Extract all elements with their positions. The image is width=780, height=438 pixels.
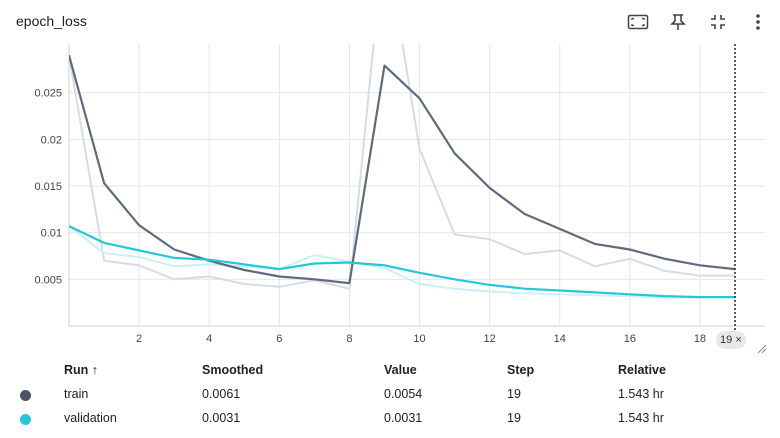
line-chart[interactable]: 0.005 0.01 0.015 0.02 0.025 2 4 6 8 10 12 14 16 18 — [0, 44, 780, 354]
x-axis-ticks: 2 4 6 8 10 12 14 16 18 — [136, 333, 706, 345]
series-lines — [69, 44, 736, 299]
run-color-dot — [20, 414, 31, 425]
relative-time: 1.543 hr — [618, 387, 664, 401]
step-value: 19 — [507, 387, 521, 401]
step-badge[interactable]: 19 × — [716, 331, 746, 349]
train-smoothed-line — [69, 55, 736, 285]
x-tick-label: 4 — [206, 333, 212, 345]
y-tick-label: 0.015 — [34, 181, 62, 193]
table-header-row: Run ↑ Smoothed Value Step Relative — [0, 360, 780, 382]
more-vert-icon — [756, 14, 760, 30]
col-run[interactable]: Run ↑ — [64, 363, 99, 377]
table-row[interactable]: validation 0.0031 0.0031 19 1.543 hr — [0, 408, 780, 430]
chart-title: epoch_loss — [16, 13, 87, 29]
raw-value: 0.0031 — [384, 411, 423, 425]
card-header: epoch_loss — [0, 0, 780, 44]
fullscreen-button[interactable] — [626, 10, 650, 34]
x-tick-label: 2 — [136, 333, 142, 345]
y-tick-label: 0.02 — [41, 134, 62, 146]
more-options-button[interactable] — [746, 10, 770, 34]
raw-value: 0.0054 — [384, 387, 423, 401]
col-smoothed[interactable]: Smoothed — [202, 363, 264, 377]
col-step[interactable]: Step — [507, 363, 535, 377]
run-name: train — [64, 387, 89, 401]
validation-smoothed-line — [69, 225, 735, 299]
smoothed-value: 0.0061 — [202, 387, 241, 401]
run-name: validation — [64, 411, 117, 425]
table-row[interactable]: train 0.0061 0.0054 19 1.543 hr — [0, 384, 780, 406]
col-relative[interactable]: Relative — [618, 363, 666, 377]
resize-handle-icon — [757, 344, 767, 354]
y-tick-label: 0.01 — [41, 228, 62, 240]
y-axis-ticks: 0.005 0.01 0.015 0.02 0.025 — [34, 88, 62, 287]
fit-domain-icon — [711, 15, 725, 29]
pin-button[interactable] — [666, 10, 690, 34]
x-tick-label: 8 — [346, 333, 352, 345]
y-tick-label: 0.005 — [34, 274, 62, 286]
relative-time: 1.543 hr — [618, 411, 664, 425]
close-icon[interactable]: × — [735, 334, 742, 346]
fullscreen-icon — [627, 14, 649, 30]
x-tick-label: 16 — [624, 333, 636, 345]
run-color-dot — [20, 390, 31, 401]
x-tick-label: 18 — [694, 333, 706, 345]
step-value: 19 — [507, 411, 521, 425]
validation-raw-line — [69, 225, 735, 299]
chart-grid — [68, 44, 765, 327]
x-tick-label: 6 — [276, 333, 282, 345]
fit-domain-button[interactable] — [706, 10, 730, 34]
train-raw-line — [69, 44, 735, 290]
pin-icon — [670, 14, 686, 30]
smoothed-value: 0.0031 — [202, 411, 241, 425]
y-tick-label: 0.025 — [34, 88, 62, 100]
x-tick-label: 10 — [413, 333, 425, 345]
x-tick-label: 12 — [484, 333, 496, 345]
col-value[interactable]: Value — [384, 363, 417, 377]
step-badge-label: 19 — [720, 334, 733, 346]
x-tick-label: 14 — [554, 333, 566, 345]
